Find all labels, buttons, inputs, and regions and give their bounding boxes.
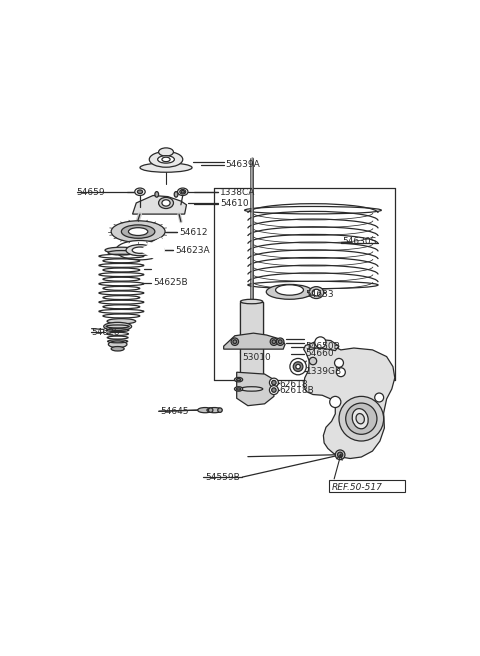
Ellipse shape [104, 322, 132, 331]
Text: 54610: 54610 [220, 199, 249, 208]
Circle shape [375, 393, 384, 402]
Circle shape [335, 358, 344, 367]
Ellipse shape [108, 251, 135, 255]
Polygon shape [237, 372, 274, 405]
Text: 53010: 53010 [242, 353, 271, 362]
Circle shape [272, 388, 276, 392]
Ellipse shape [207, 407, 222, 413]
Ellipse shape [162, 157, 170, 161]
Circle shape [309, 358, 317, 365]
Polygon shape [309, 339, 339, 350]
Text: 54623A: 54623A [175, 246, 210, 255]
Ellipse shape [135, 188, 145, 195]
Text: 54559B: 54559B [205, 472, 240, 482]
Circle shape [269, 386, 278, 394]
Text: 62618: 62618 [279, 380, 308, 388]
Ellipse shape [208, 408, 213, 413]
Circle shape [337, 452, 343, 457]
Ellipse shape [162, 200, 170, 206]
Polygon shape [240, 302, 263, 389]
Circle shape [272, 380, 276, 385]
Circle shape [346, 403, 377, 434]
Circle shape [293, 362, 303, 371]
Ellipse shape [218, 408, 222, 413]
Ellipse shape [178, 188, 188, 195]
Ellipse shape [237, 388, 240, 390]
Text: 54625B: 54625B [153, 278, 188, 287]
Ellipse shape [158, 148, 173, 156]
Ellipse shape [240, 386, 263, 391]
Ellipse shape [240, 299, 263, 304]
Ellipse shape [140, 163, 192, 173]
Circle shape [335, 450, 345, 460]
Polygon shape [224, 333, 285, 349]
Circle shape [278, 340, 282, 344]
Text: 54626: 54626 [92, 327, 120, 337]
Text: 54650B: 54650B [305, 342, 340, 352]
Text: REF.50-517: REF.50-517 [332, 483, 383, 492]
Text: 54633: 54633 [305, 289, 334, 298]
Ellipse shape [111, 346, 124, 351]
Ellipse shape [356, 413, 364, 424]
Circle shape [231, 338, 239, 346]
Ellipse shape [126, 245, 154, 256]
Circle shape [330, 396, 341, 407]
Ellipse shape [105, 247, 138, 253]
Text: 54645: 54645 [160, 407, 189, 416]
Polygon shape [132, 195, 186, 214]
Circle shape [339, 396, 384, 441]
Text: 1338CA: 1338CA [220, 188, 255, 197]
Text: 62618B: 62618B [279, 386, 314, 396]
Ellipse shape [237, 379, 240, 380]
Ellipse shape [180, 190, 186, 194]
Circle shape [269, 378, 278, 387]
Text: 54660: 54660 [305, 349, 334, 358]
Ellipse shape [158, 197, 173, 209]
Circle shape [296, 364, 300, 369]
Ellipse shape [309, 287, 324, 298]
FancyBboxPatch shape [329, 480, 405, 492]
Polygon shape [304, 342, 395, 459]
Ellipse shape [108, 341, 127, 348]
Ellipse shape [149, 152, 183, 167]
Text: 54630S: 54630S [343, 237, 377, 247]
Ellipse shape [174, 192, 178, 197]
Text: 54612: 54612 [179, 228, 207, 237]
Wedge shape [140, 238, 164, 262]
Ellipse shape [198, 407, 213, 413]
Text: 1339GB: 1339GB [305, 367, 342, 376]
Ellipse shape [155, 192, 158, 197]
Circle shape [270, 338, 277, 346]
Ellipse shape [121, 225, 155, 238]
Circle shape [336, 368, 345, 377]
Ellipse shape [312, 289, 321, 296]
Circle shape [272, 340, 276, 344]
Ellipse shape [107, 319, 136, 324]
Ellipse shape [137, 190, 143, 194]
Ellipse shape [352, 409, 368, 429]
Ellipse shape [266, 285, 313, 299]
Circle shape [290, 358, 306, 375]
Ellipse shape [157, 155, 174, 163]
Ellipse shape [234, 386, 243, 391]
Ellipse shape [116, 241, 164, 260]
Ellipse shape [181, 190, 184, 193]
Circle shape [276, 338, 284, 346]
Text: 54659: 54659 [77, 188, 106, 197]
Ellipse shape [111, 221, 165, 242]
Ellipse shape [132, 247, 148, 253]
Ellipse shape [276, 285, 303, 295]
Circle shape [315, 337, 326, 348]
Ellipse shape [129, 228, 148, 236]
Ellipse shape [234, 377, 243, 382]
Text: 54639A: 54639A [226, 160, 260, 169]
Circle shape [233, 340, 237, 344]
